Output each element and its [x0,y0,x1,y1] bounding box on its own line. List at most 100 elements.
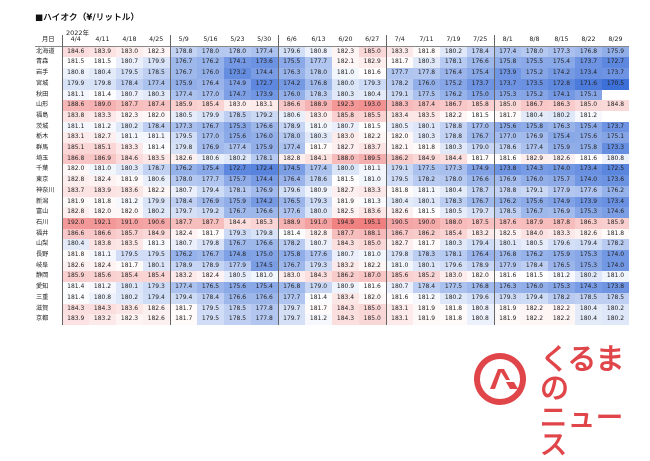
price-cell: 181.0 [332,68,359,79]
prefecture-label: 福井 [35,228,63,240]
price-cell: 183.1 [386,314,413,325]
price-cell: 182.2 [548,314,575,325]
price-cell: 182.6 [143,314,171,325]
price-cell: 183.4 [386,110,413,122]
prefecture-label: 山梨 [35,239,63,251]
prefecture-label: 宮城 [35,78,63,90]
price-cell: 180.3 [143,89,171,101]
price-cell: 179.1 [521,185,548,197]
price-cell: 175.1 [575,89,602,101]
price-cell: 182.4 [197,271,224,283]
price-cell: 181.9 [413,303,440,315]
price-cell: 182.3 [143,46,171,58]
price-cell: 185.8 [332,110,359,122]
price-cell: 185.7 [116,228,143,240]
date-header: 8/29 [608,36,623,43]
price-cell: 179.1 [386,89,413,101]
price-cell: 174.5 [278,164,305,176]
date-header: 4/4 [70,36,81,43]
price-cell: 181.2 [548,271,575,283]
price-cell: 175.6 [224,132,251,144]
price-cell: 181.8 [440,303,467,315]
price-cell: 177.9 [548,185,575,197]
price-cell: 173.9 [575,196,602,208]
price-cell: 185.9 [62,271,89,283]
price-cell: 185.9 [602,217,629,229]
price-cell: 179.5 [116,250,143,261]
price-cell: 177.0 [197,89,224,101]
price-cell: 176.7 [170,68,197,79]
price-cell: 180.5 [386,121,413,133]
price-cell: 178.0 [305,68,332,79]
price-cell: 175.4 [548,132,575,144]
price-cell: 174.1 [224,57,251,69]
price-cell: 177.5 [413,89,440,101]
header-row: 月日 4/4 4/11 4/18 4/25 5/9 5/16 5/23 5/30 6/6 6/13… [35,35,629,47]
price-cell: 179.3 [359,78,387,90]
price-cell: 181.2 [413,292,440,304]
price-cell: 180.7 [116,57,143,69]
price-cell: 181.9 [494,303,521,315]
price-cell: 181.8 [440,314,467,325]
price-cell: 186.3 [548,100,575,111]
price-cell: 180.3 [440,143,467,154]
price-cell: 185.2 [413,271,440,283]
price-cell: 175.8 [494,57,521,69]
price-cell: 178.9 [197,260,224,272]
price-cell: 183.0 [278,271,305,283]
prefecture-label: 群馬 [35,143,63,154]
price-cell: 176.3 [278,68,305,79]
prefecture-label: 長野 [35,250,63,261]
price-cell: 181.6 [494,271,521,283]
price-cell: 175.6 [224,282,251,293]
price-cell: 185.1 [89,143,116,154]
price-cell: 181.2 [305,314,332,325]
price-cell: 176.6 [251,239,279,251]
price-cell: 181.9 [413,314,440,325]
price-cell: 173.7 [575,57,602,69]
price-cell: 176.8 [575,46,602,58]
date-header: 8/1 [502,36,513,43]
price-cell: 174.0 [602,250,629,261]
price-cell: 186.9 [89,153,116,165]
price-cell: 186.6 [278,100,305,111]
price-cell: 186.2 [413,228,440,240]
price-cell: 180.3 [116,164,143,176]
price-cell: 182.0 [62,164,89,176]
table-row: 秋田 181.1 181.4 180.7 180.3 177.4 177.0 174.7 173… [35,89,629,101]
price-cell: 179.5 [170,132,197,144]
price-cell: 177.6 [575,185,602,197]
price-cell: 178.2 [602,239,629,251]
price-cell: 175.6 [575,132,602,144]
price-cell: 183.0 [224,100,251,111]
price-cell: 182.3 [332,46,359,58]
price-cell: 177.0 [494,132,521,144]
price-cell: 186.3 [575,217,602,229]
price-cell: 175.7 [224,175,251,186]
prefecture-label: 京都 [35,314,63,325]
price-cell: 180.2 [116,292,143,304]
price-cell: 182.4 [89,260,116,272]
table-row: 埼玉 186.8 186.9 184.6 183.5 182.6 180.6 180.2 178… [35,153,629,165]
price-cell: 187.4 [413,100,440,111]
price-cell: 176.7 [170,57,197,69]
price-cell: 173.5 [521,78,548,90]
price-cell: 181.6 [494,153,521,165]
price-cell: 176.6 [251,292,279,304]
price-cell: 177.8 [251,303,279,315]
price-cell: 187.4 [143,100,171,111]
table-row: 北海道 184.6 183.9 183.0 182.3 178.8 178.0 178.0 17… [35,46,629,58]
date-header: 8/8 [529,36,540,43]
table-row: 静岡 185.9 185.6 185.4 185.4 183.2 182.4 180.5 181… [35,271,629,283]
price-cell: 176.6 [251,207,279,218]
price-cell: 172.8 [548,78,575,90]
prefecture-label: 岐阜 [35,260,63,272]
price-cell: 183.7 [359,143,387,154]
price-cell: 174.3 [575,282,602,293]
table-title: ■ハイオク（¥/リットル） [35,13,140,23]
price-cell: 180.2 [440,292,467,304]
price-cell: 181.0 [89,164,116,176]
price-cell: 181.5 [467,110,495,122]
price-cell: 182.4 [170,228,197,240]
date-header: 4/25 [143,35,171,47]
